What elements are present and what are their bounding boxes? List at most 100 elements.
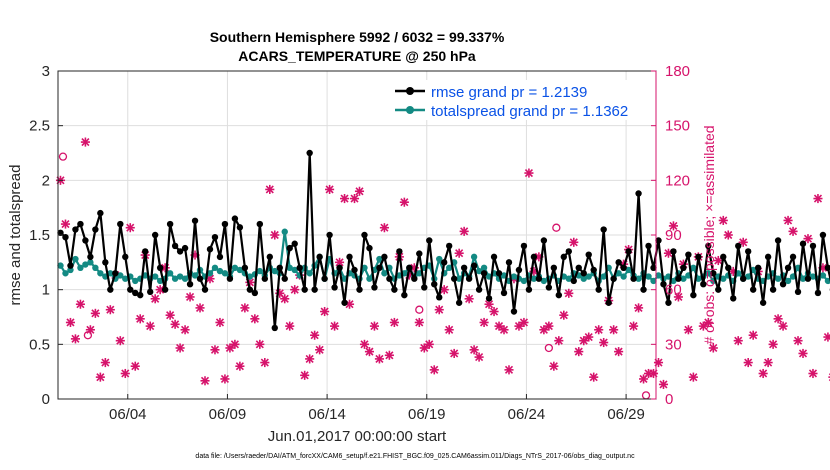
series-point [485, 295, 493, 302]
series-point [740, 275, 747, 282]
series-point [824, 264, 830, 271]
series-point [211, 233, 219, 241]
series-point [590, 266, 597, 274]
series-point [286, 244, 293, 252]
series-point [406, 264, 413, 271]
series-point [735, 242, 742, 250]
series-point [505, 259, 513, 266]
y2-tick-label: 60 [665, 282, 682, 299]
obs-assimilated-marker [225, 343, 235, 353]
obs-assimilated-marker [389, 317, 399, 328]
obs-assimilated-marker [300, 370, 310, 380]
obs-assimilated-marker [170, 319, 180, 329]
series-point [236, 224, 244, 231]
series-point [62, 270, 69, 277]
obs-possible-marker [415, 305, 424, 314]
obs-assimilated-marker [105, 305, 115, 315]
series-point [271, 267, 278, 275]
series-point [580, 275, 587, 282]
series-point [759, 299, 767, 306]
series-point [221, 270, 229, 277]
obs-assimilated-marker [648, 368, 659, 379]
series-point [465, 275, 473, 282]
obs-assimilated-marker [763, 358, 773, 368]
series-point [206, 246, 214, 253]
series-point [391, 286, 398, 293]
series-point [216, 253, 224, 261]
obs-assimilated-marker [609, 325, 619, 335]
series-point [416, 250, 423, 257]
series-point [665, 299, 672, 306]
obs-assimilated-marker [658, 379, 669, 389]
series-point [565, 275, 572, 282]
series-point [725, 264, 732, 271]
obs-assimilated-marker [330, 321, 340, 331]
y-tick-label: 0 [42, 391, 50, 408]
obs-assimilated-marker [579, 336, 589, 346]
obs-assimilated-marker [479, 317, 489, 328]
series-point [705, 270, 712, 277]
obs-assimilated-marker [683, 325, 693, 335]
y-axis-ticks: 0 0.5 1 1.5 2 2.5 3 [29, 63, 63, 408]
obs-assimilated-marker [235, 361, 245, 371]
series-point [620, 273, 627, 280]
obs-assimilated-marker [668, 221, 678, 231]
series-point [470, 253, 478, 261]
series-point [635, 275, 642, 282]
obs-assimilated-marker [150, 294, 160, 304]
x-tick-label: 06/09 [209, 406, 247, 423]
series-point [455, 299, 463, 306]
obs-assimilated-marker [823, 332, 830, 342]
series-point [311, 286, 318, 293]
obs-assimilated-marker [130, 361, 140, 371]
series-point [675, 275, 682, 282]
series-point [525, 286, 533, 293]
obs-assimilated-marker [688, 372, 698, 382]
series-point [181, 244, 189, 252]
y-tick-label: 2.5 [29, 118, 50, 135]
series-point [550, 264, 558, 271]
obs-assimilated-marker [95, 372, 105, 382]
series-point [146, 288, 154, 296]
obs-assimilated-marker [788, 226, 798, 236]
obs-possible-marker [544, 343, 554, 353]
series-point [142, 248, 149, 255]
series-point [57, 262, 64, 269]
obs-assimilated-marker [708, 343, 718, 353]
series-point [585, 273, 592, 280]
obs-assimilated-marker [703, 317, 713, 328]
obs-assimilated-marker [260, 358, 270, 368]
obs-assimilated-marker [554, 336, 564, 346]
series-point [67, 262, 74, 269]
series-point [779, 281, 787, 288]
x-tick-label: 06/19 [408, 406, 446, 423]
series-point [306, 270, 313, 277]
series-point [426, 237, 433, 244]
series-point [176, 273, 184, 280]
obs-assimilated-marker [454, 248, 464, 258]
obs-assimilated-marker [469, 345, 479, 355]
series-point [520, 277, 528, 285]
series-point [720, 275, 727, 282]
series-point [510, 273, 518, 280]
series-point [754, 264, 762, 271]
obs-assimilated-marker [559, 310, 569, 320]
series-point [475, 267, 483, 275]
series-point [296, 264, 303, 271]
obs-assimilated-marker [384, 350, 394, 360]
series-point [789, 253, 797, 261]
series-point [650, 264, 657, 271]
y-tick-label: 3 [42, 63, 50, 80]
series-point [764, 253, 772, 261]
obs-assimilated-marker [499, 325, 509, 335]
x-tick-label: 06/29 [607, 406, 645, 423]
series-point [645, 242, 652, 250]
series-point [191, 217, 199, 224]
series-point [470, 262, 478, 269]
y-tick-label: 2 [42, 172, 50, 189]
obs-assimilated-marker [434, 305, 444, 315]
obs-assimilated-marker [494, 321, 504, 331]
series-point [92, 264, 99, 271]
series-point [809, 242, 817, 250]
series-point [206, 270, 214, 277]
